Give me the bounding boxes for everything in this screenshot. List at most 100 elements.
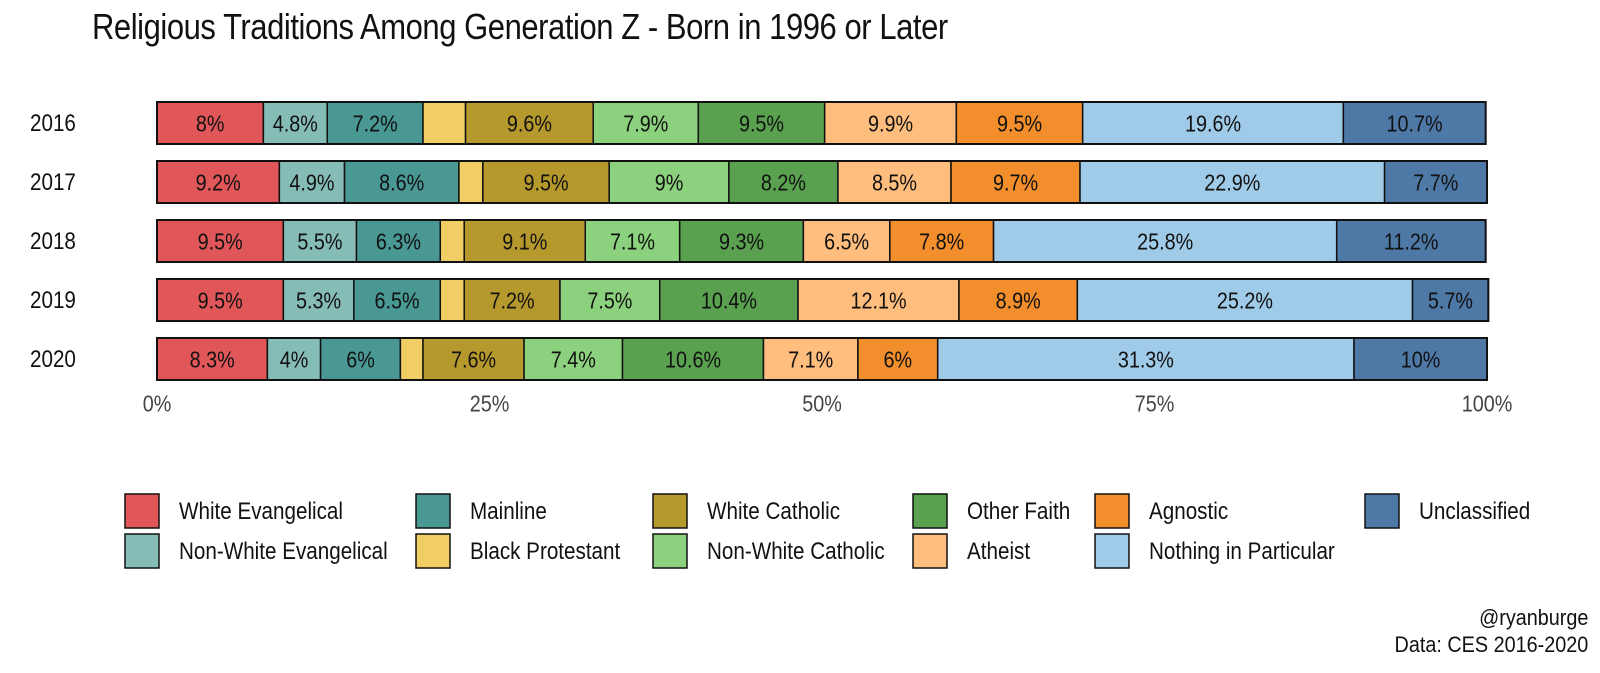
legend-label: White Evangelical <box>179 498 343 525</box>
bar-segment-white-catholic <box>482 160 610 204</box>
bar-segment-nothing-in-particular <box>1076 278 1414 322</box>
legend-swatch <box>652 493 688 529</box>
legend-label: Unclassified <box>1419 498 1530 525</box>
data-label: 7.6% <box>451 347 496 373</box>
bar-row-outline <box>156 160 1488 204</box>
legend-label: Other Faith <box>967 498 1070 525</box>
credit-handle: @ryanburge <box>1478 605 1588 630</box>
bars-layer: 8% 4.8% 7.2% 9.6% 7.9% 9.5% 9.9% 9.5% 19.6% 10.7%… <box>156 101 1490 381</box>
legend-item-black-protestant: Black Protestant <box>415 533 621 569</box>
data-label: 6.5% <box>824 229 869 255</box>
legend-item-white-evangelical: White Evangelical <box>124 493 343 529</box>
legend-label: Mainline <box>470 498 547 525</box>
data-label: 8% <box>196 111 225 137</box>
bar-segment-black-protestant <box>458 160 484 204</box>
data-label: 4% <box>280 347 309 373</box>
data-label: 7.7% <box>1413 170 1458 196</box>
legend-swatch <box>1364 493 1400 529</box>
data-source: Data: CES 2016-2020 <box>1394 632 1588 657</box>
bar-segment-non-white-evangelical <box>278 160 346 204</box>
data-label: 7.8% <box>919 229 964 255</box>
x-tick-label: 75% <box>1135 391 1175 417</box>
bar-segment-non-white-catholic <box>559 278 661 322</box>
data-label: 10.6% <box>665 347 721 373</box>
data-label: 9.5% <box>739 111 784 137</box>
data-label: 7.5% <box>587 288 632 314</box>
legend-swatch <box>124 493 160 529</box>
legend-label: Agnostic <box>1149 498 1228 525</box>
legend-item-unclassified: Unclassified <box>1364 493 1530 529</box>
chart-title: Religious Traditions Among Generation Z … <box>92 6 948 47</box>
legend-label: Non-White Catholic <box>707 538 885 565</box>
legend-item-mainline: Mainline <box>415 493 547 529</box>
legend-item-non-white-catholic: Non-White Catholic <box>652 533 885 569</box>
legend-item-atheist: Atheist <box>912 533 1031 569</box>
data-label: 8.2% <box>761 170 806 196</box>
data-label: 9.2% <box>196 170 241 196</box>
bar-row-outline <box>156 278 1490 322</box>
bar-segment-atheist <box>762 337 859 381</box>
data-label: 6% <box>884 347 913 373</box>
x-tick-label: 50% <box>802 391 842 417</box>
data-label: 25.2% <box>1217 288 1273 314</box>
data-label: 6.3% <box>376 229 421 255</box>
year-label: 2019 <box>30 287 76 314</box>
bar-segment-white-evangelical <box>156 160 281 204</box>
bar-segment-black-protestant <box>422 101 467 145</box>
data-label: 8.6% <box>379 170 424 196</box>
data-label: 6% <box>346 347 375 373</box>
legend-swatch <box>912 533 948 569</box>
legend-swatch <box>1094 533 1130 569</box>
data-label: 6.5% <box>375 288 420 314</box>
bar-row-2018: 9.5% 5.5% 6.3% 9.1% 7.1% 9.3% 6.5% 7.8% 25.8% 11.… <box>156 219 1487 263</box>
data-label: 9.3% <box>719 229 764 255</box>
legend: White Evangelical Mainline White Catholic O… <box>124 493 1530 569</box>
bar-row-2017: 9.2% 4.9% 8.6% 9.5% 9% 8.2% 8.5% 9.7% 22.9% 7.7% <box>156 160 1488 204</box>
legend-swatch <box>1094 493 1130 529</box>
legend-item-other-faith: Other Faith <box>912 493 1070 529</box>
x-tick-label: 25% <box>470 391 510 417</box>
data-label: 5.7% <box>1428 288 1473 314</box>
legend-swatch <box>652 533 688 569</box>
bar-segment-agnostic <box>955 101 1084 145</box>
data-label: 22.9% <box>1204 170 1260 196</box>
data-label: 19.6% <box>1185 111 1241 137</box>
year-label: 2020 <box>30 346 76 373</box>
bar-row-2020: 8.3% 4% 6% 7.6% 7.4% 10.6% 7.1% 6% 31.3% 10% <box>156 337 1488 381</box>
bar-row-outline <box>156 337 1488 381</box>
data-label: 12.1% <box>850 288 906 314</box>
data-label: 8.9% <box>996 288 1041 314</box>
data-label: 9.7% <box>993 170 1038 196</box>
data-label: 5.5% <box>297 229 342 255</box>
data-label: 9.1% <box>502 229 547 255</box>
data-label: 7.1% <box>610 229 655 255</box>
legend-label: Non-White Evangelical <box>179 538 388 565</box>
legend-item-nothing-in-particular: Nothing in Particular <box>1094 533 1335 569</box>
data-label: 9.6% <box>507 111 552 137</box>
data-label: 10.7% <box>1386 111 1442 137</box>
data-label: 8.5% <box>872 170 917 196</box>
data-label: 10% <box>1401 347 1441 373</box>
bar-segment-white-catholic <box>463 219 587 263</box>
data-label: 9.5% <box>523 170 568 196</box>
data-label: 7.1% <box>788 347 833 373</box>
bar-segment-white-catholic <box>463 278 561 322</box>
data-label: 9% <box>655 170 684 196</box>
bar-row-2019: 9.5% 5.3% 6.5% 7.2% 7.5% 10.4% 12.1% 8.9% 25.2% 5… <box>156 278 1490 322</box>
data-label: 9.5% <box>997 111 1042 137</box>
data-label: 31.3% <box>1118 347 1174 373</box>
bar-segment-other-faith <box>697 101 826 145</box>
year-label: 2017 <box>30 169 76 196</box>
data-label: 9.9% <box>868 111 913 137</box>
bar-segment-nothing-in-particular <box>992 219 1338 263</box>
data-label: 5.3% <box>296 288 341 314</box>
bar-segment-black-protestant <box>439 278 465 322</box>
data-label: 7.2% <box>353 111 398 137</box>
data-label: 25.8% <box>1137 229 1193 255</box>
bar-segment-unclassified <box>1342 101 1487 145</box>
x-axis: 0% 25% 50% 75% 100% <box>143 391 1513 417</box>
legend-label: Atheist <box>967 538 1031 565</box>
legend-swatch <box>415 533 451 569</box>
legend-label: White Catholic <box>707 498 840 525</box>
